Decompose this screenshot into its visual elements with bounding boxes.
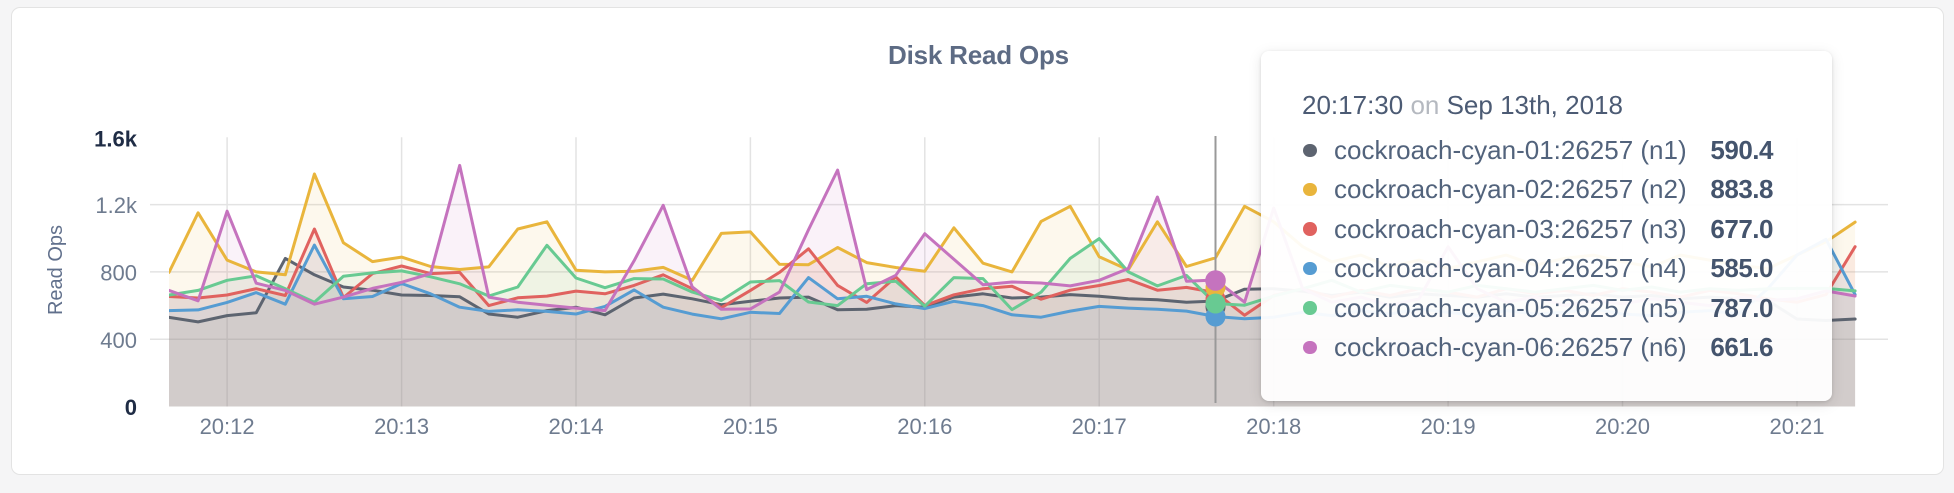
svg-text:20:16: 20:16 (897, 414, 952, 439)
svg-text:20:15: 20:15 (723, 414, 778, 439)
svg-text:800: 800 (100, 261, 137, 286)
svg-text:20:18: 20:18 (1246, 414, 1301, 439)
svg-text:1.2k: 1.2k (95, 193, 138, 218)
svg-text:400: 400 (100, 328, 137, 353)
svg-text:20:20: 20:20 (1595, 414, 1650, 439)
svg-text:20:21: 20:21 (1769, 414, 1824, 439)
svg-text:20:14: 20:14 (548, 414, 603, 439)
svg-text:0: 0 (125, 395, 137, 420)
svg-text:20:12: 20:12 (200, 414, 255, 439)
svg-text:20:13: 20:13 (374, 414, 429, 439)
svg-text:1.6k: 1.6k (94, 127, 138, 152)
svg-text:Read Ops: Read Ops (45, 225, 67, 315)
svg-text:20:19: 20:19 (1421, 414, 1476, 439)
svg-text:20:17: 20:17 (1072, 414, 1127, 439)
